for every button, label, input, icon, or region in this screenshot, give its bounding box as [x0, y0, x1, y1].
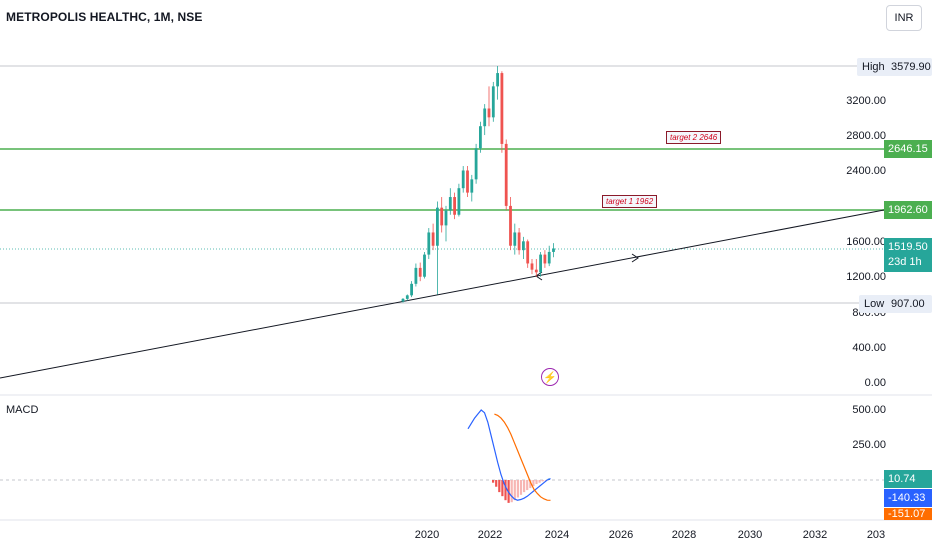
macd-tick: 500.00 — [852, 404, 886, 416]
candle-body — [487, 108, 491, 118]
time-tick: 2032 — [802, 529, 828, 541]
macd-hist-bar — [510, 480, 513, 503]
candle-body — [427, 232, 431, 255]
macd-hist-bar — [516, 480, 519, 498]
candle-body — [431, 232, 435, 246]
time-tick: 2028 — [671, 529, 697, 541]
lightning-icon[interactable]: ⚡ — [541, 368, 559, 386]
macd-line-value: -140.33 — [884, 489, 932, 507]
macd-line — [467, 409, 551, 501]
target1-price-label: 1962.60 — [884, 201, 932, 219]
low-value: 907.00 — [886, 295, 932, 313]
macd-hist-bar — [532, 480, 535, 487]
price-tick: 0.00 — [864, 377, 886, 389]
macd-hist-bar — [519, 480, 523, 495]
candle-body — [504, 143, 508, 206]
candle-body — [401, 298, 405, 302]
macd-hist-bar — [526, 480, 529, 491]
low-label: Low — [859, 295, 890, 313]
countdown: 23d 1h — [888, 256, 922, 268]
target2-annotation[interactable]: target 2 2646 — [666, 131, 722, 144]
arrow-right-icon — [631, 253, 639, 263]
macd-hist-bar — [535, 480, 538, 485]
candle-body — [448, 197, 452, 211]
price-tick: 1600.00 — [846, 236, 886, 248]
candle-body — [436, 207, 439, 246]
candle-body — [410, 283, 413, 296]
time-tick: 2020 — [414, 529, 440, 541]
macd-hist-bar — [541, 480, 544, 482]
candle-body — [500, 73, 504, 144]
time-tick: 2024 — [544, 529, 570, 541]
price-tick: 3200.00 — [846, 95, 886, 107]
time-tick: 2030 — [737, 529, 763, 541]
candle-body — [496, 73, 499, 87]
target1-annotation[interactable]: target 1 1962 — [602, 195, 658, 208]
candle-body — [453, 197, 456, 215]
time-tick: 2022 — [477, 529, 503, 541]
time-tick: 2026 — [608, 529, 634, 541]
price-tick: 2400.00 — [846, 165, 886, 177]
candle-body — [474, 148, 478, 180]
macd-hist-bar — [501, 480, 504, 497]
chart-title: METROPOLIS HEALTHC, 1M, NSE — [6, 10, 203, 24]
candle-body — [530, 263, 534, 270]
candle-body — [466, 170, 469, 193]
macd-hist-bar — [504, 480, 507, 501]
candle-body — [457, 188, 461, 215]
candle-body — [534, 269, 538, 273]
candle-body — [552, 248, 555, 252]
macd-hist-bar — [492, 480, 495, 483]
current-price-value: 1519.50 — [888, 241, 928, 253]
currency-button[interactable]: INR — [886, 5, 922, 31]
macd-hist-value: 10.74 — [884, 470, 932, 488]
macd-hist-bar — [538, 480, 541, 483]
candle-body — [509, 205, 512, 246]
trend-line — [0, 209, 885, 379]
macd-hist-bar — [529, 480, 532, 489]
candle-body — [423, 254, 426, 277]
macd-title[interactable]: MACD — [6, 404, 39, 416]
high-value: 3579.90 — [886, 58, 932, 76]
macd-hist-bar — [495, 480, 498, 487]
high-label: High — [857, 58, 890, 76]
candle-body — [405, 295, 409, 299]
time-tick: 203 — [866, 529, 886, 541]
candle-body — [418, 267, 422, 277]
candle-body — [444, 210, 448, 226]
macd-tick: 250.00 — [852, 439, 886, 451]
candle-body — [440, 207, 444, 226]
candle-body — [483, 108, 487, 127]
macd-hist-bar — [498, 480, 501, 493]
candle-body — [526, 241, 530, 264]
price-tick: 400.00 — [852, 342, 886, 354]
candle-body — [522, 241, 525, 251]
candle-body — [513, 232, 517, 246]
signal-line-value: -151.07 — [884, 508, 932, 520]
macd-hist-bar — [513, 480, 516, 501]
candles-group — [401, 65, 555, 303]
candle-body — [479, 126, 482, 149]
target2-price-label: 2646.15 — [884, 140, 932, 158]
candle-body — [539, 254, 542, 273]
candle-body — [547, 251, 551, 264]
candle-body — [543, 254, 547, 264]
current-price-tag: 1519.50 23d 1h — [884, 238, 932, 272]
signal-line — [494, 413, 551, 501]
candle-body — [414, 267, 418, 284]
macd-hist-bar — [523, 480, 526, 493]
candle-body — [461, 170, 465, 189]
macd-hist-bar — [544, 480, 547, 481]
candle-body — [491, 86, 495, 118]
price-tick: 1200.00 — [846, 271, 886, 283]
candle-body — [517, 232, 521, 251]
candle-body — [470, 179, 474, 193]
price-tick: 2800.00 — [846, 130, 886, 142]
